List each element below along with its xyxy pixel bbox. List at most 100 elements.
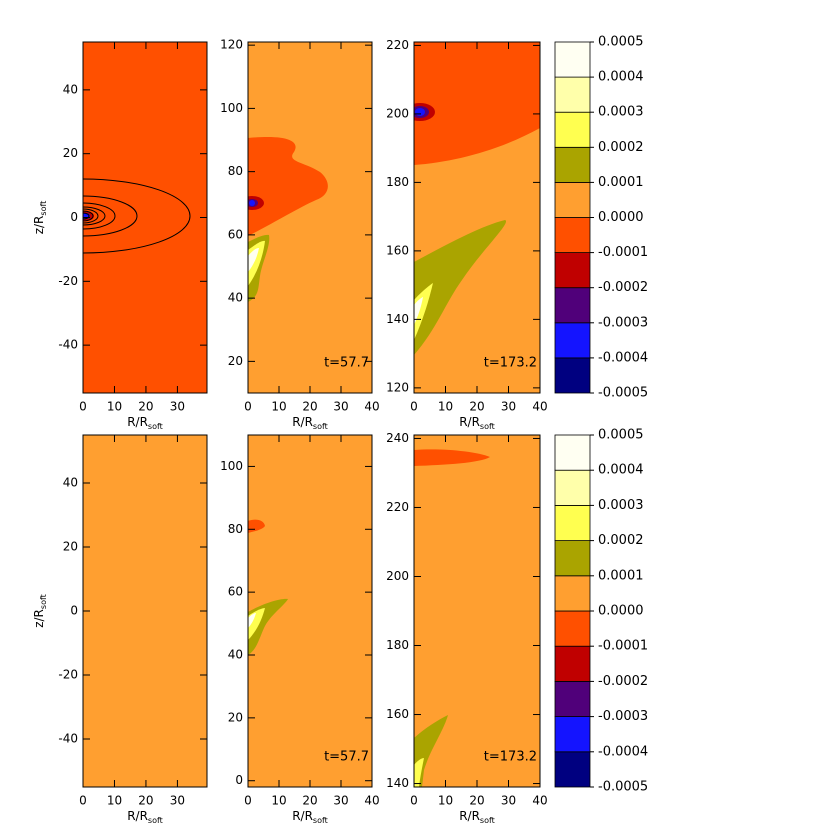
y-tick-label: 220	[386, 500, 409, 514]
x-tick-label: 20	[302, 794, 317, 808]
y-tick-label: 20	[63, 540, 78, 554]
y-tick-label: 140	[386, 312, 409, 326]
axis-label: R/Rsoft	[292, 809, 328, 825]
colorbar-label: -0.0005	[598, 386, 648, 401]
colorbar-swatch	[554, 434, 591, 471]
contour-lines	[83, 178, 191, 254]
x-tick-label: 20	[302, 400, 317, 414]
x-tick-label: 40	[364, 400, 379, 414]
x-tick-label: 30	[170, 400, 185, 414]
contour-region	[415, 108, 425, 116]
colorbar-label: 0.0004	[598, 463, 644, 478]
x-tick-label: 40	[532, 400, 547, 414]
y-tick-label: 80	[228, 164, 243, 178]
y-tick-label: 0	[70, 604, 78, 618]
field-bg	[83, 42, 207, 393]
x-tick-label: 10	[271, 400, 286, 414]
y-tick-label: 180	[386, 175, 409, 189]
label-sub: soft	[39, 201, 48, 216]
axis-label: R/Rsoft	[459, 415, 495, 431]
colorbar-label: 0.0002	[598, 533, 644, 548]
axis-label: z/Rsoft	[32, 594, 48, 628]
colorbar-swatch	[554, 469, 591, 506]
colorbar-label: 0.0001	[598, 568, 644, 583]
colorbar-swatch	[554, 681, 591, 718]
colorbar-swatch	[554, 252, 591, 289]
x-tick-label: 10	[271, 794, 286, 808]
colorbar-label: 0.0000	[598, 604, 644, 619]
x-tick-label: 10	[107, 794, 122, 808]
colorbar-swatch	[554, 146, 591, 183]
y-tick-label: 240	[386, 431, 409, 445]
axis-label: R/Rsoft	[292, 415, 328, 431]
y-tick-label: 20	[228, 710, 243, 724]
y-tick-label: 20	[63, 146, 78, 160]
field-bg	[83, 435, 207, 787]
label-main: R/R	[459, 415, 480, 429]
y-tick-label: 40	[63, 476, 78, 490]
y-tick-label: 140	[386, 776, 409, 790]
colorbar-label: -0.0004	[598, 350, 648, 365]
x-tick-label: 0	[410, 794, 418, 808]
axis-label: R/Rsoft	[459, 809, 495, 825]
colorbar-swatch	[554, 645, 591, 682]
y-tick-label: 40	[228, 648, 243, 662]
y-tick-label: -40	[58, 732, 78, 746]
contour-region	[414, 449, 490, 466]
x-tick-label: 20	[138, 794, 153, 808]
y-tick-label: 80	[228, 522, 243, 536]
contour-region	[414, 715, 448, 787]
label-sub: soft	[148, 816, 163, 825]
annotation: t=57.7	[324, 750, 369, 765]
contour-region	[414, 758, 424, 787]
colorbar-label: -0.0002	[598, 674, 648, 689]
annotation: t=173.2	[484, 750, 537, 765]
y-tick-label: 0	[70, 210, 78, 224]
annotation: t=173.2	[484, 356, 537, 371]
x-tick-label: 30	[333, 794, 348, 808]
colorbar-label: -0.0005	[598, 780, 648, 795]
colorbar-swatch	[554, 504, 591, 541]
colorbar-label: -0.0004	[598, 744, 648, 759]
label-sub: soft	[39, 594, 48, 609]
contour-region	[414, 297, 423, 325]
colorbar-swatch	[554, 540, 591, 577]
label-main: R/R	[127, 809, 148, 823]
x-tick-label: 30	[333, 400, 348, 414]
x-tick-label: 30	[501, 794, 516, 808]
colorbar-swatch	[554, 751, 591, 788]
colorbar-swatch	[554, 610, 591, 647]
label-main: R/R	[292, 809, 313, 823]
colorbar-label: -0.0002	[598, 280, 648, 295]
colorbar-label: 0.0005	[598, 35, 644, 50]
contour-field	[248, 42, 372, 393]
contour-region	[248, 613, 256, 628]
y-tick-label: 60	[228, 227, 243, 241]
x-tick-label: 20	[469, 400, 484, 414]
y-tick-label: 200	[386, 106, 409, 120]
colorbar-label: -0.0003	[598, 709, 648, 724]
colorbar-swatch	[554, 217, 591, 253]
label-main: z/R	[32, 216, 46, 235]
y-tick-label: -40	[58, 338, 78, 352]
label-sub: soft	[313, 422, 328, 431]
axis-label: R/Rsoft	[127, 809, 163, 825]
contour-region	[249, 200, 255, 206]
x-tick-label: 10	[107, 400, 122, 414]
x-tick-label: 10	[438, 794, 453, 808]
colorbar-swatch	[554, 181, 591, 218]
colorbar-label: -0.0001	[598, 245, 648, 260]
y-tick-label: 160	[386, 243, 409, 257]
y-tick-label: 120	[220, 38, 243, 52]
label-sub: soft	[480, 422, 495, 431]
axis-label: z/Rsoft	[32, 201, 48, 235]
y-tick-label: 20	[228, 354, 243, 368]
x-tick-label: 0	[244, 400, 252, 414]
axis-label: R/Rsoft	[127, 415, 163, 431]
label-main: R/R	[127, 415, 148, 429]
colorbar-swatch	[554, 322, 591, 359]
x-tick-label: 40	[364, 794, 379, 808]
y-tick-label: 60	[228, 585, 243, 599]
y-tick-label: 40	[63, 82, 78, 96]
y-tick-label: 220	[386, 38, 409, 52]
